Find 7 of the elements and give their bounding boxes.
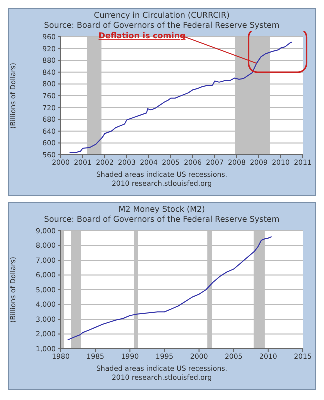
chart-subtitle: Source: Board of Governors of the Federal Reserve System [43,21,281,31]
annotation: Deflation is coming [98,32,186,41]
chart-title: M2 Money Stock (M2) [118,205,206,215]
chart-title: Currency in Circulation (CURRCIR) [93,11,231,21]
chart-subtitle: Source: Board of Governors of the Federal Reserve System [43,215,281,225]
line-series [67,236,272,341]
line-series [69,42,292,154]
